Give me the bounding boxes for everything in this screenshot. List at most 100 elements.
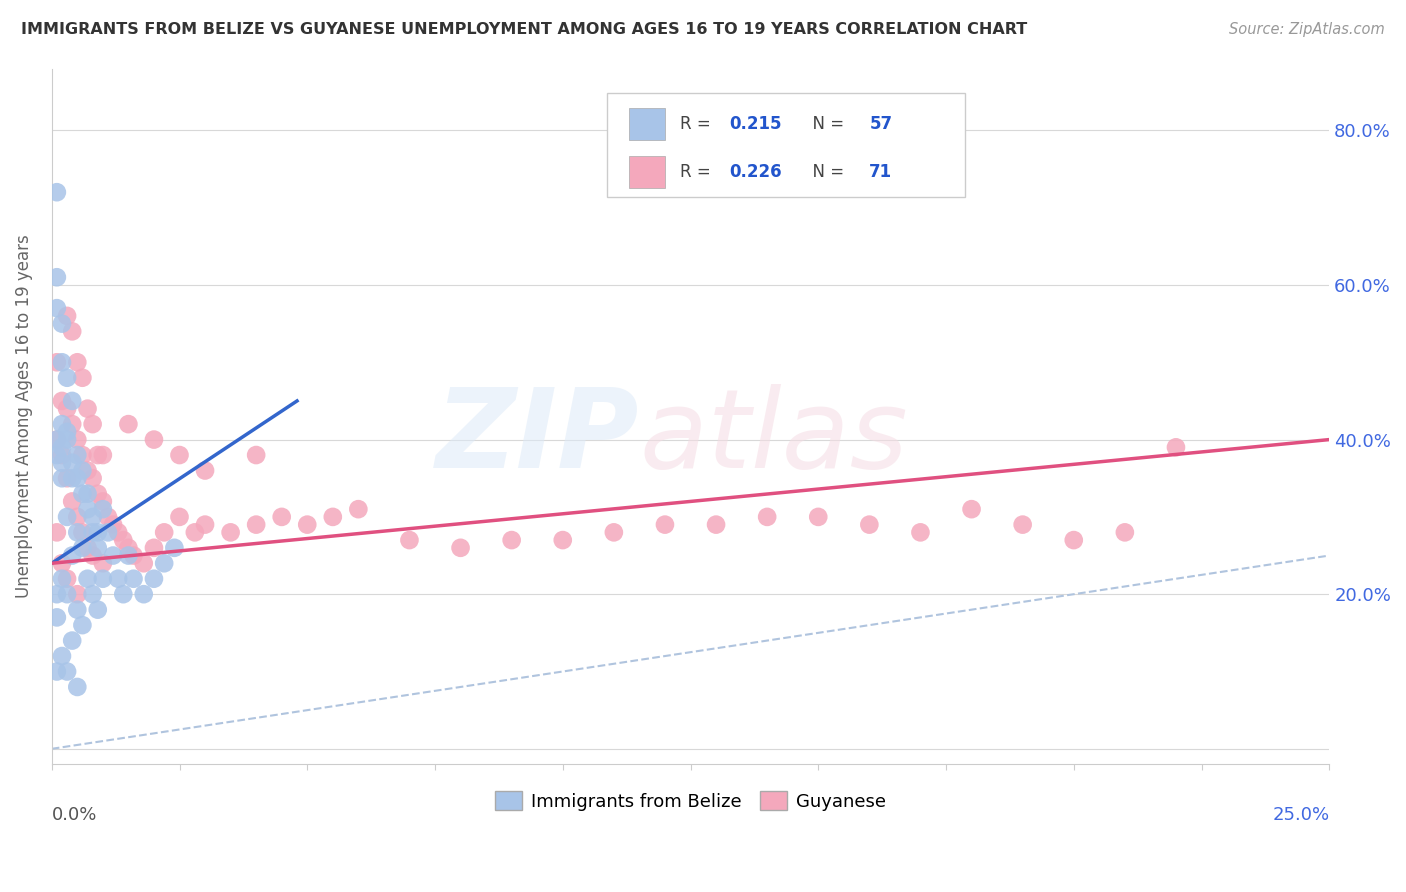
Legend: Immigrants from Belize, Guyanese: Immigrants from Belize, Guyanese [488, 784, 893, 818]
Point [297, 517, 319, 532]
Point [112, 533, 135, 547]
Point [56, 309, 79, 323]
Point [87, 541, 110, 555]
Point [112, 587, 135, 601]
Point [45, 270, 67, 285]
Point [45, 185, 67, 199]
Point [51, 471, 73, 485]
Point [56, 471, 79, 485]
Text: N =: N = [801, 163, 849, 181]
Point [322, 509, 344, 524]
Point [45, 355, 67, 369]
Point [169, 509, 191, 524]
Point [117, 541, 139, 555]
Point [66, 680, 89, 694]
Point [184, 525, 207, 540]
Point [60, 549, 83, 563]
Point [45, 448, 67, 462]
Point [72, 463, 94, 477]
Point [132, 556, 155, 570]
Point [66, 509, 89, 524]
Text: N =: N = [801, 115, 849, 133]
Point [56, 401, 79, 416]
Point [1164, 440, 1187, 454]
Point [1114, 525, 1136, 540]
Point [45, 610, 67, 624]
Point [60, 417, 83, 431]
FancyBboxPatch shape [630, 108, 665, 140]
Point [132, 587, 155, 601]
Point [76, 401, 98, 416]
Point [76, 572, 98, 586]
Point [91, 494, 114, 508]
Point [194, 517, 217, 532]
Point [117, 417, 139, 431]
FancyBboxPatch shape [607, 93, 965, 197]
Point [219, 525, 242, 540]
Point [51, 456, 73, 470]
Point [45, 301, 67, 315]
Point [45, 665, 67, 679]
Point [245, 448, 267, 462]
Y-axis label: Unemployment Among Ages 16 to 19 years: Unemployment Among Ages 16 to 19 years [15, 235, 32, 599]
Point [76, 541, 98, 555]
Point [66, 602, 89, 616]
Point [163, 541, 186, 555]
Point [56, 509, 79, 524]
Point [142, 541, 165, 555]
Point [76, 463, 98, 477]
Point [97, 525, 120, 540]
Point [51, 448, 73, 462]
Point [551, 533, 574, 547]
Point [153, 556, 176, 570]
Point [51, 317, 73, 331]
Point [398, 533, 420, 547]
Point [72, 486, 94, 500]
Point [66, 448, 89, 462]
Point [60, 456, 83, 470]
Point [87, 486, 110, 500]
Point [72, 525, 94, 540]
Point [66, 587, 89, 601]
Point [122, 572, 145, 586]
Point [45, 587, 67, 601]
Point [654, 517, 676, 532]
Point [82, 587, 104, 601]
Point [87, 448, 110, 462]
Point [66, 525, 89, 540]
Text: R =: R = [681, 115, 716, 133]
Text: R =: R = [681, 163, 716, 181]
Text: 25.0%: 25.0% [1272, 806, 1329, 824]
Point [72, 448, 94, 462]
Point [56, 433, 79, 447]
Point [51, 355, 73, 369]
Point [270, 509, 292, 524]
Point [101, 517, 124, 532]
Point [960, 502, 983, 516]
Point [60, 633, 83, 648]
Point [450, 541, 472, 555]
Point [82, 525, 104, 540]
Point [603, 525, 626, 540]
Point [45, 525, 67, 540]
Point [60, 494, 83, 508]
Point [51, 417, 73, 431]
Point [76, 486, 98, 500]
Point [245, 517, 267, 532]
Point [60, 393, 83, 408]
Text: 0.226: 0.226 [728, 163, 782, 181]
Point [60, 324, 83, 338]
Point [107, 525, 129, 540]
Point [72, 541, 94, 555]
Text: atlas: atlas [640, 384, 908, 491]
Point [51, 572, 73, 586]
FancyBboxPatch shape [630, 156, 665, 188]
Text: 71: 71 [869, 163, 893, 181]
Point [87, 525, 110, 540]
Point [142, 433, 165, 447]
Point [347, 502, 370, 516]
Point [194, 463, 217, 477]
Point [910, 525, 932, 540]
Point [76, 502, 98, 516]
Point [82, 471, 104, 485]
